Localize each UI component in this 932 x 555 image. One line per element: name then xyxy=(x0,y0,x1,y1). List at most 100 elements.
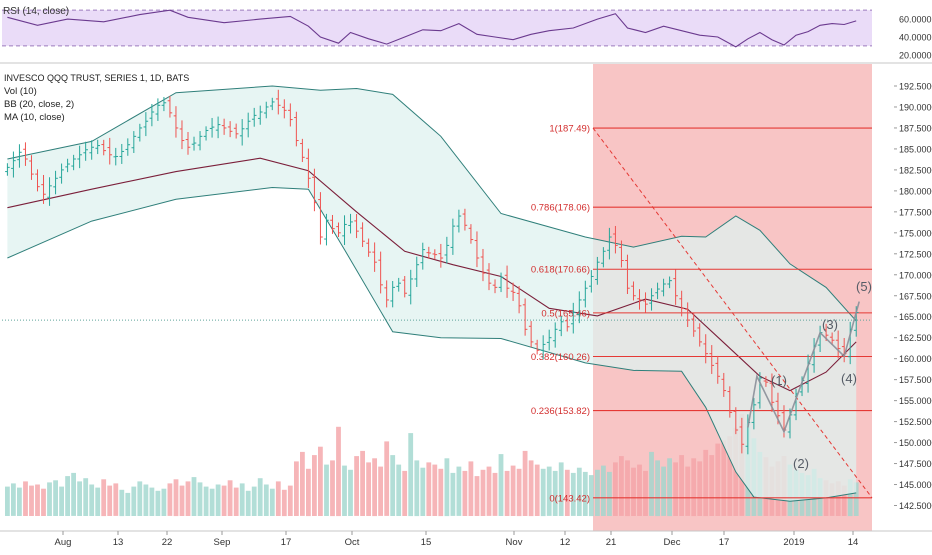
price-bar xyxy=(691,313,696,337)
price-bar xyxy=(107,137,113,165)
volume-bar xyxy=(197,482,203,516)
fib-level-label: 0.382(160.26) xyxy=(531,352,590,363)
volume-bar xyxy=(679,455,684,516)
volume-bar xyxy=(287,485,293,516)
chart-legend: INVESCO QQQ TRUST, SERIES 1, 1D, BATS Vol… xyxy=(4,73,189,123)
bollinger-band-fill xyxy=(7,86,857,502)
price-bar xyxy=(384,280,389,308)
x-tick-label: Dec xyxy=(664,537,681,548)
price-bar xyxy=(149,103,155,127)
volume-bar xyxy=(450,472,456,516)
volume-bar xyxy=(239,483,245,516)
x-tick-label: Sep xyxy=(214,537,231,548)
x-tick-label: 17 xyxy=(719,537,730,548)
y-tick-label: 147.5000 xyxy=(899,459,932,469)
volume-bar xyxy=(47,482,52,516)
rsi-line xyxy=(7,9,857,48)
rsi-axis: 60.0000 40.0000 20.0000 xyxy=(899,15,932,61)
price-bar xyxy=(197,131,203,151)
y-tick-label: 160.0000 xyxy=(899,354,932,364)
volume-bar xyxy=(185,481,191,516)
price-bar xyxy=(577,291,582,324)
price-bar xyxy=(667,276,672,289)
volume-bar xyxy=(613,462,618,516)
price-bar xyxy=(209,117,215,138)
volume-bar xyxy=(396,464,402,516)
price-bar xyxy=(306,148,311,188)
price-bar xyxy=(294,111,299,147)
price-axis: 192.5000 190.0000 187.5000 185.0000 182.5000… xyxy=(894,82,932,511)
volume-bar xyxy=(342,465,347,516)
price-bar xyxy=(245,112,251,138)
legend-entry: Vol (10) xyxy=(4,86,37,97)
y-tick-label: 162.5000 xyxy=(899,333,932,343)
volume-bar xyxy=(119,489,125,517)
price-bar xyxy=(23,142,28,166)
volume-bar xyxy=(438,468,444,517)
rsi-label: RSI (14, close) xyxy=(3,6,69,17)
price-bar xyxy=(432,249,438,260)
volume-bar xyxy=(336,426,341,517)
price-bar xyxy=(17,144,22,168)
price-bar xyxy=(143,112,149,137)
volume-bar xyxy=(149,487,155,516)
x-tick-label: 2019 xyxy=(783,537,804,548)
price-bar xyxy=(643,292,648,313)
volume-bar xyxy=(721,440,727,516)
price-bar xyxy=(263,101,269,119)
price-bar xyxy=(83,141,88,161)
price-bar xyxy=(589,270,594,293)
price-bar xyxy=(661,278,666,297)
volume-bar xyxy=(330,460,335,517)
price-bar xyxy=(276,89,281,115)
price-bar xyxy=(65,158,70,173)
volume-bar xyxy=(576,467,582,516)
price-bar xyxy=(757,372,763,409)
volume-bar xyxy=(155,490,161,516)
price-bar xyxy=(239,119,245,146)
price-bar xyxy=(613,225,618,254)
price-bar xyxy=(564,316,570,332)
price-bar xyxy=(534,339,540,355)
price-bar xyxy=(438,243,444,268)
volume-bar xyxy=(378,466,383,516)
price-bar xyxy=(504,265,510,298)
volume-bar xyxy=(167,483,173,516)
fib-level-label: 1(187.49) xyxy=(549,124,590,135)
price-bar xyxy=(546,329,552,351)
price-bar xyxy=(191,136,197,151)
legend-entry: MA (10, close) xyxy=(4,112,65,123)
price-bar xyxy=(324,213,329,246)
price-bar xyxy=(342,215,347,245)
volume-bar xyxy=(444,458,450,517)
volume-bar xyxy=(203,486,209,516)
price-bar xyxy=(721,372,727,397)
volume-bar xyxy=(306,468,311,517)
price-bar xyxy=(540,335,546,360)
price-bar xyxy=(619,240,624,268)
wave-label: (2) xyxy=(793,456,809,471)
volume-bar xyxy=(41,488,46,516)
volume-bar xyxy=(649,451,654,516)
volume-bar xyxy=(709,455,715,516)
price-bar xyxy=(167,96,173,118)
volume-bar xyxy=(35,484,40,516)
price-bar xyxy=(29,155,34,180)
volume-bar xyxy=(300,451,305,516)
volume-bar xyxy=(245,490,251,516)
price-bar xyxy=(462,208,468,231)
price-bar xyxy=(95,139,100,155)
price-bar xyxy=(318,192,323,245)
y-tick-label: 150.0000 xyxy=(899,438,932,448)
price-bar xyxy=(251,107,257,127)
price-bar xyxy=(59,163,64,184)
price-bar xyxy=(727,386,733,418)
volume-bar xyxy=(257,478,263,516)
price-bar xyxy=(444,236,450,264)
y-tick-label: 145.0000 xyxy=(899,480,932,490)
volume-bar xyxy=(29,485,34,516)
main-panel: 1(187.49) 0.786(178.06) 0.618(170.66) 0.5(1… xyxy=(2,64,932,531)
y-tick-label: 155.0000 xyxy=(899,396,932,406)
rsi-tick-label: 40.0000 xyxy=(899,32,932,42)
